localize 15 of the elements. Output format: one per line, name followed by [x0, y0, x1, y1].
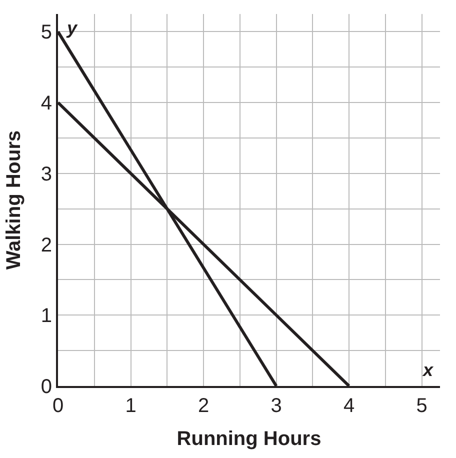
x-tick-label: 3: [270, 395, 282, 417]
annotation: x: [422, 360, 434, 380]
x-tick-label: 4: [343, 395, 355, 417]
x-tick-label: 5: [416, 395, 428, 417]
y-tick-label: 4: [40, 92, 52, 115]
y-tick-label: 0: [40, 376, 52, 398]
y-tick-label: 3: [40, 163, 52, 186]
x-tick-label: 1: [125, 395, 136, 417]
annotation: y: [66, 18, 78, 38]
y-tick-label: 1: [40, 305, 52, 328]
x-axis-title: Running Hours: [176, 428, 322, 450]
x-tick-label: 2: [198, 395, 210, 417]
y-tick-label: 5: [40, 22, 52, 44]
y-axis-title: Walking Hours: [2, 130, 25, 270]
y-tick-label: 2: [40, 234, 52, 256]
